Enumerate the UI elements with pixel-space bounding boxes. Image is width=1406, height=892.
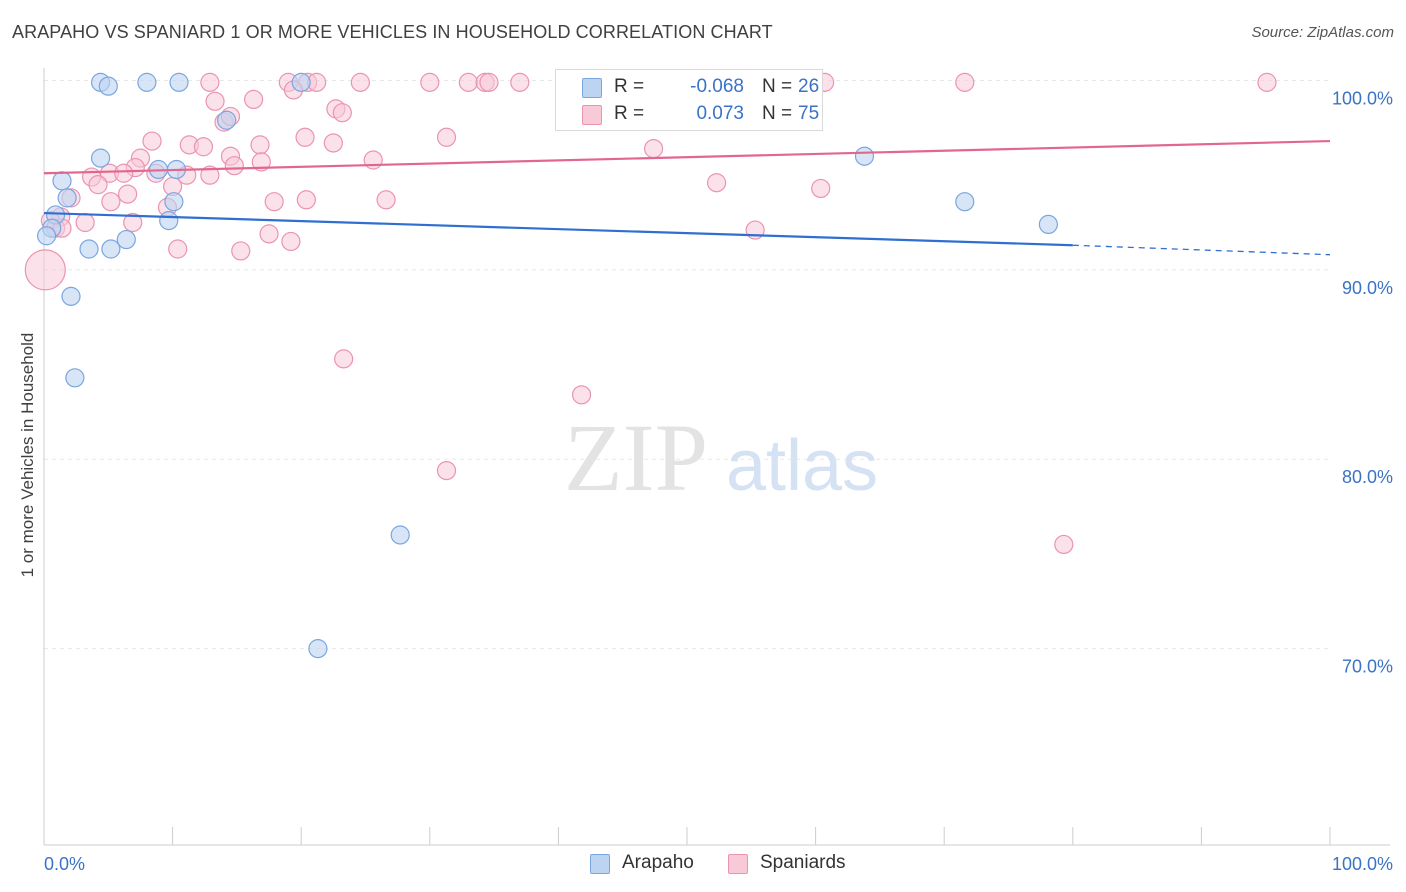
spaniards-point [295,127,315,147]
r-value: -0.068 [690,76,744,97]
spaniards-point [363,150,383,170]
spaniards-point [420,72,440,92]
spaniards-point [24,249,66,291]
arapaho-point [57,188,77,208]
n-value: 26 [798,76,820,97]
x-tick-label: 100.0% [1332,854,1393,874]
arapaho-point [36,226,57,246]
spaniards-point [142,131,162,151]
arapaho-points [36,72,1058,659]
watermark: ZIP atlas [564,404,878,511]
chart-title: ARAPAHO VS SPANIARD 1 OR MORE VEHICLES I… [12,22,773,42]
axes [43,68,1390,846]
arapaho-trend-extension [1072,244,1331,256]
arapaho-point [169,72,189,92]
spaniards-point [350,72,370,92]
arapaho-point [1038,214,1058,234]
arapaho-point [291,72,311,92]
spaniards-point [168,239,188,259]
spaniards-point [114,163,134,183]
arapaho-point [137,72,157,92]
spaniards-point [436,460,457,481]
spaniards-point [281,231,301,252]
arapaho-point [955,192,975,212]
spaniards-point [323,133,343,153]
source-label: Source: ZipAtlas.com [1251,24,1394,41]
spaniards-point [123,212,143,233]
n-label: N = [762,76,793,97]
spaniards-trend-line [43,139,1331,175]
spaniards-point [200,165,220,185]
spaniards-legend-label: Spaniards [760,852,846,873]
arapaho-point [854,146,875,166]
spaniards-point [811,178,831,199]
arapaho-legend-swatch [590,854,610,874]
arapaho-point [159,211,179,231]
spaniards-point [231,241,251,261]
x-tick-label: 0.0% [44,854,85,874]
arapaho-point [65,368,85,388]
arapaho-point [52,171,72,191]
r-label: R = [614,103,645,124]
spaniards-point [643,139,664,159]
spaniards-point [200,72,220,92]
arapaho-point [390,525,410,545]
arapaho-point [98,76,118,96]
spaniards-point [706,173,727,193]
arapaho-point [308,639,328,659]
spaniards-point [251,152,271,172]
watermark-zip: ZIP [564,404,708,511]
y-tick-labels: 100.0% 90.0% 80.0% 70.0% [1332,88,1393,676]
spaniards-point [75,212,95,233]
x-tick-labels: 0.0% 100.0% [44,854,1393,874]
spaniards-point [332,103,352,123]
arapaho-point [90,148,111,168]
spaniards-point [244,89,264,110]
r-label: R = [614,76,645,97]
spaniards-point [458,72,478,92]
spaniards-point [296,190,316,210]
spaniards-point [436,127,457,147]
r-value: 0.073 [696,103,744,124]
spaniards-point [376,190,396,210]
spaniards-point [510,72,530,92]
arapaho-swatch [582,78,602,98]
y-tick-label: 80.0% [1342,467,1393,487]
y-tick-label: 100.0% [1332,88,1393,108]
spaniards-point [250,135,270,155]
watermark-atlas: atlas [726,426,878,506]
spaniards-point [205,91,225,111]
spaniards-point [193,137,214,157]
spaniards-point [259,224,279,244]
arapaho-point [101,239,121,259]
arapaho-point [79,239,99,259]
spaniards-point [334,349,354,369]
arapaho-trend-line [43,211,1073,247]
spaniards-point [955,72,975,92]
arapaho-point [116,229,136,250]
arapaho-point [164,192,184,212]
spaniards-swatch [582,105,602,125]
spaniards-point [1054,534,1074,555]
spaniards-legend-swatch [728,854,748,874]
spaniards-point [88,175,108,195]
y-tick-label: 90.0% [1342,278,1393,298]
arapaho-legend-label: Arapaho [622,852,694,873]
spaniards-point [264,192,284,212]
spaniards-point [101,192,121,212]
y-tick-label: 70.0% [1342,657,1393,677]
trend-lines [43,139,1331,256]
spaniards-point [479,72,499,92]
stats-legend: R = -0.068 N = 26 R = 0.073 N = 75 [555,69,823,131]
spaniards-point [1257,72,1277,92]
arapaho-point [61,286,81,306]
spaniards-point [224,156,244,176]
arapaho-point [217,110,237,130]
spaniards-point [117,184,138,204]
spaniards-point [571,385,592,405]
n-value: 75 [798,103,820,124]
n-label: N = [762,103,793,124]
